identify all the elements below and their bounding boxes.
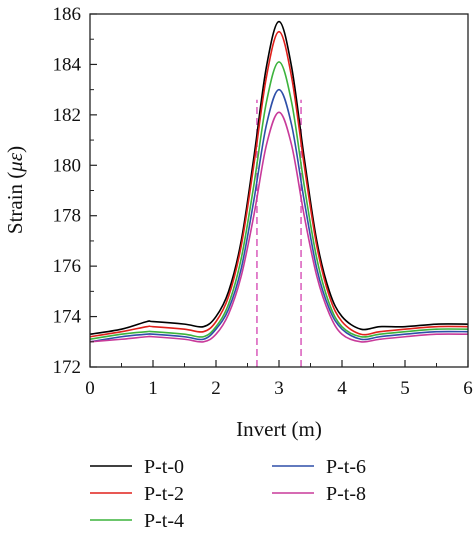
y-tick-label-1: 174 — [53, 307, 82, 328]
x-tick-label-3: 3 — [274, 378, 284, 399]
y-tick-label-3: 178 — [53, 206, 82, 227]
y-tick-label-4: 180 — [53, 155, 82, 176]
x-tick-label-4: 4 — [337, 378, 347, 399]
x-tick-label-0: 0 — [85, 378, 95, 399]
y-tick-label-0: 172 — [53, 357, 82, 378]
series-lines — [89, 20, 469, 343]
plot-frame — [89, 13, 469, 368]
series-line-p-t-2 — [89, 30, 469, 338]
y-axis-title-unit: με — [3, 152, 27, 173]
axis-ticks — [89, 13, 469, 368]
legend-label-p-t-0: P-t-0 — [144, 456, 184, 478]
y-tick-label-7: 186 — [53, 4, 82, 25]
y-axis-title-text: Strain ( — [3, 172, 27, 234]
series-line-p-t-4 — [89, 61, 469, 341]
y-axis-title-close: ) — [3, 146, 27, 153]
legend-label-p-t-6: P-t-6 — [326, 456, 366, 478]
y-axis-title: Strain (με) — [3, 146, 27, 234]
y-tick-label-6: 184 — [53, 54, 82, 75]
y-tick-label-2: 176 — [53, 256, 82, 277]
legend: P-t-0 P-t-2 P-t-4 P-t-6 P-t-8 — [90, 456, 366, 532]
series-line-p-t-6 — [89, 88, 469, 343]
x-tick-label-5: 5 — [400, 378, 410, 399]
x-tick-label-2: 2 — [211, 378, 221, 399]
tick-labels: 0 1 2 3 4 5 6 172 174 176 178 180 182 184 186 — [53, 4, 473, 399]
series-line-p-t-0 — [89, 20, 469, 336]
legend-label-p-t-2: P-t-2 — [144, 483, 184, 505]
y-tick-label-5: 182 — [53, 105, 82, 126]
series-line-p-t-8 — [89, 111, 469, 343]
x-tick-label-6: 6 — [463, 378, 473, 399]
legend-label-p-t-4: P-t-4 — [144, 510, 184, 532]
x-tick-label-1: 1 — [148, 378, 158, 399]
legend-label-p-t-8: P-t-8 — [326, 483, 366, 505]
x-axis-title: Invert (m) — [236, 417, 322, 441]
